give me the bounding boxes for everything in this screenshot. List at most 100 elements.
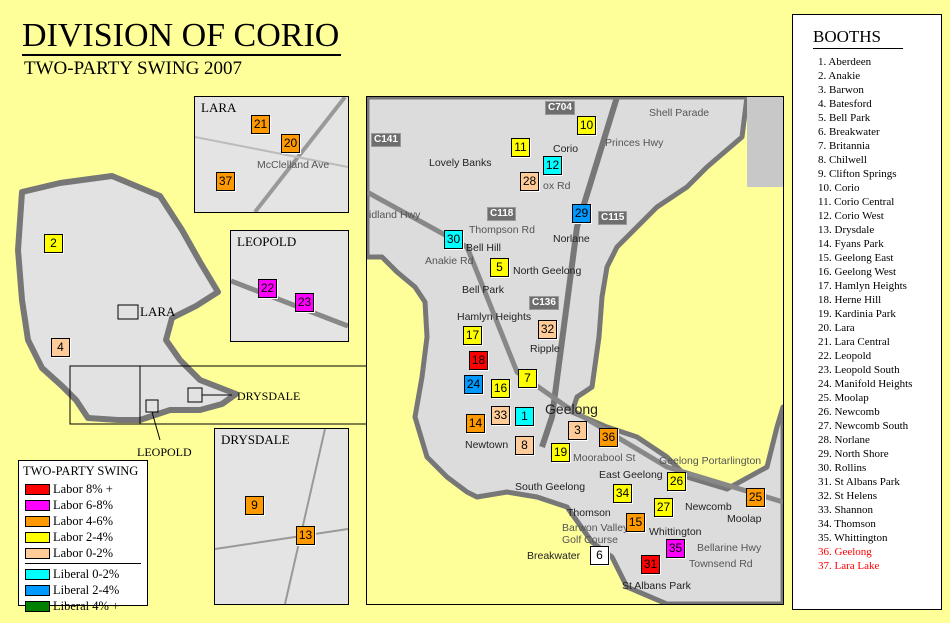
booth-marker-11: 11 [511,138,530,157]
booth-marker-13: 13 [296,526,315,545]
booth-marker-33: 33 [491,406,510,425]
booth-marker-24: 24 [464,375,483,394]
road-shield-c141: C141 [371,133,401,147]
booth-list-item: 11. Corio Central [818,196,895,208]
booth-list-item: 3. Barwon [818,84,864,96]
booth-list-item: 4. Batesford [818,98,872,110]
booth-marker-22: 22 [258,279,277,298]
overview-label-drysdale: DRYSDALE [237,389,301,403]
booth-marker-17: 17 [463,326,482,345]
booth-list-item: 27. Newcomb South [818,420,909,432]
booth-list-item: 32. St Helens [818,490,877,502]
booth-list-item: 17. Hamlyn Heights [818,280,907,292]
main-map: C704 C141 C118 C115 C136 Princes Hwy She… [366,96,784,605]
booth-list-item: 22. Leopold [818,350,872,362]
booth-marker-12: 12 [543,156,562,175]
place-south-geelong: South Geelong [515,481,586,493]
road-geelong-portarlington: Geelong Portarlington [659,455,762,467]
overview-label-leopold: LEOPOLD [137,445,192,459]
booth-marker-18: 18 [469,351,488,370]
drysdale-inset: DRYSDALE [214,428,349,605]
booth-list-item: 34. Thomson [818,518,876,530]
legend-item: Liberal 4% + [25,598,147,614]
legend-swatch [25,499,50,511]
booth-marker-2: 2 [44,234,63,253]
main-map-box [69,365,141,425]
swing-legend: TWO-PARTY SWING Labor 8% + Labor 6-8% Labo… [18,460,148,613]
booth-list-item: 2. Anakie [818,70,861,82]
legend-label: Labor 8% + [53,481,113,496]
booth-list-item: 7. Britannia [818,140,870,152]
drysdale-inset-title: DRYSDALE [221,432,290,447]
booth-marker-1: 1 [515,407,534,426]
booth-marker-10: 10 [577,116,596,135]
booth-list-item: 19. Kardinia Park [818,308,896,320]
road-shield-c118: C118 [487,207,517,221]
booth-list-item: 23. Leopold South [818,364,900,376]
booth-list-item: 12. Corio West [818,210,884,222]
booth-list-item: 35. Whittington [818,532,888,544]
place-thomson: Thomson [567,507,611,519]
booth-list-item: 1. Aberdeen [818,56,872,68]
road-shield-c704: C704 [545,101,575,115]
booth-list-item: 30. Rollins [818,462,867,474]
place-hamlyn-heights: Hamlyn Heights [457,311,532,323]
place-norlane: Norlane [553,233,590,245]
legend-swatch [25,531,50,543]
booth-list-item: 33. Shannon [818,504,873,516]
booths-title: BOOTHS [813,27,903,49]
place-bell-park: Bell Park [462,284,505,296]
booth-list-item: 29. North Shore [818,448,889,460]
road-ox-rd: ox Rd [543,180,571,192]
road-shell-parade: Shell Parade [649,107,710,119]
legend-swatch [25,515,50,527]
legend-item: Liberal 0-2% [25,566,147,582]
booth-list-item: 10. Corio [818,182,860,194]
legend-label: Liberal 0-2% [53,566,120,581]
booth-marker-20: 20 [281,134,300,153]
legend-label: Labor 0-2% [53,545,114,560]
booth-list-item: 15. Geelong East [818,252,894,264]
booth-list-item: 20. Lara [818,322,855,334]
booth-list-item: 8. Chilwell [818,154,867,166]
legend-label: Liberal 2-4% [53,582,120,597]
booth-marker-37: 37 [216,172,235,191]
booth-marker-4: 4 [51,338,70,357]
booth-list-item: 24. Manifold Heights [818,378,913,390]
booth-marker-5: 5 [490,258,509,277]
booth-list-item: 26. Newcomb [818,406,880,418]
booth-list-item: 31. St Albans Park [818,476,900,488]
road-shield-c136: C136 [529,296,559,310]
place-moolap: Moolap [727,513,762,525]
legend-label: Labor 2-4% [53,529,114,544]
booth-list-item: 37. Lara Lake [818,560,880,572]
booth-marker-6: 6 [590,546,609,565]
booth-marker-3: 3 [568,421,587,440]
place-st-albans-park: St Albans Park [622,580,691,592]
booth-list-item: 14. Fyans Park [818,238,884,250]
booth-marker-7: 7 [518,369,537,388]
booth-marker-9: 9 [245,496,264,515]
leopold-inset-title: LEOPOLD [237,234,297,249]
page-title: DIVISION OF CORIO [22,17,342,56]
booth-list-item: 9. Clifton Springs [818,168,897,180]
booth-list-item: 18. Herne Hill [818,294,882,306]
legend-swatch [25,483,50,495]
booth-list-item: 16. Geelong West [818,266,897,278]
legend-label: Labor 4-6% [53,513,114,528]
place-mcclelland-ave: McClelland Ave [257,159,330,171]
road-princes-hwy: Princes Hwy [605,137,664,149]
road-shield-c115: C115 [598,211,628,225]
road-anakie-rd: Anakie Rd [425,255,474,267]
road-moorabool-st: Moorabool St [573,452,636,464]
legend-swatch [25,584,50,596]
booth-list-item: 28. Norlane [818,434,870,446]
booth-marker-29: 29 [572,204,591,223]
booth-marker-23: 23 [295,293,314,312]
booth-marker-27: 27 [654,498,673,517]
place-newcomb: Newcomb [685,501,732,513]
legend-swatch [25,568,50,580]
booth-list-item: 25. Moolap [818,392,869,404]
place-north-geelong: North Geelong [513,265,582,277]
